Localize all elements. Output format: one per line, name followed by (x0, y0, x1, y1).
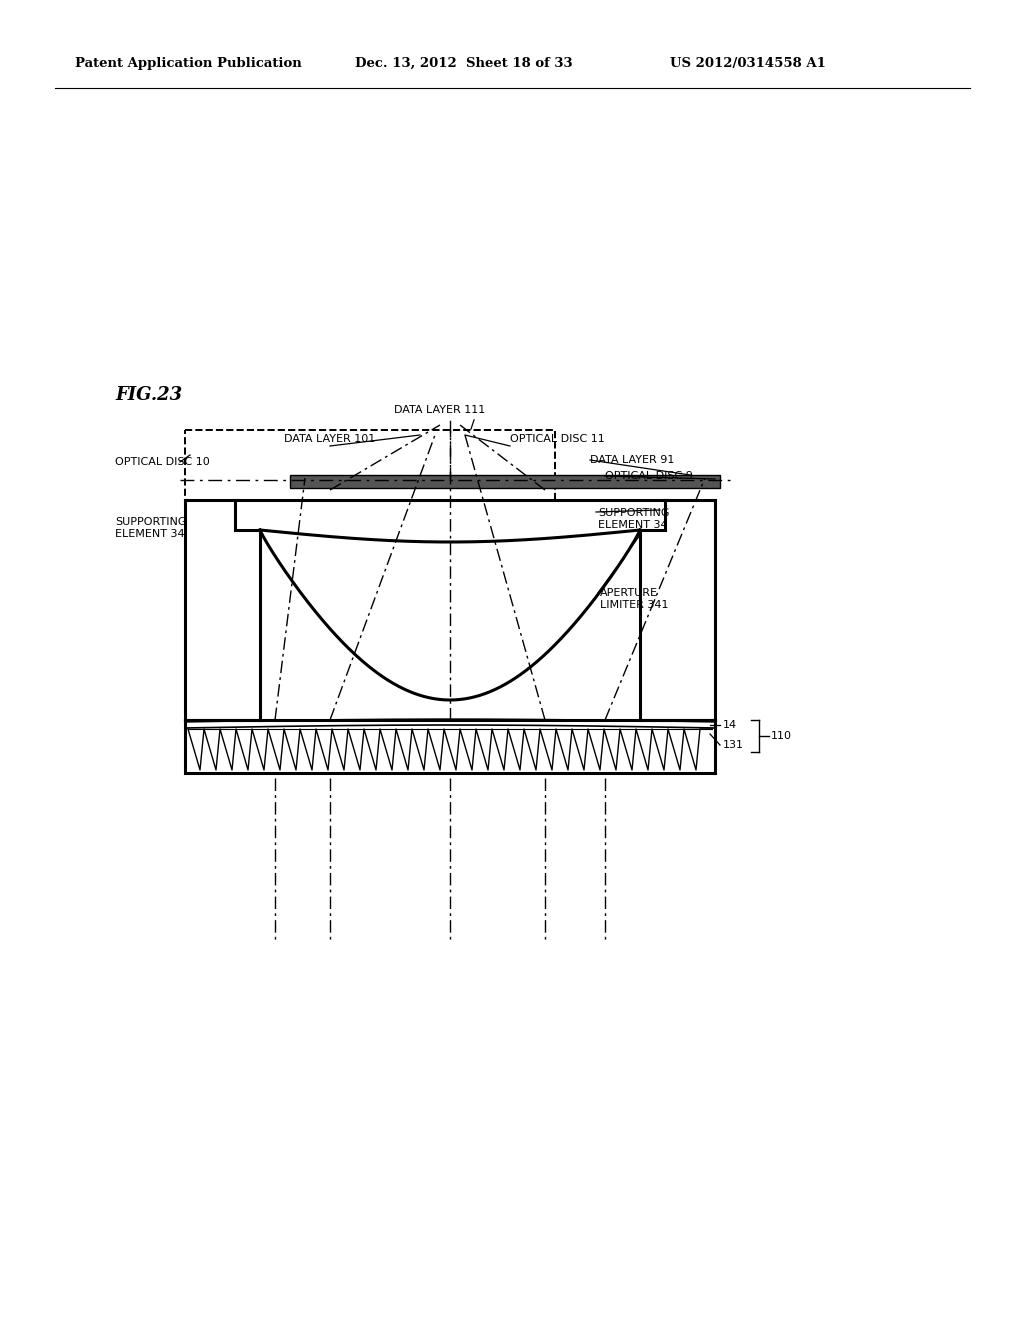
Text: Dec. 13, 2012  Sheet 18 of 33: Dec. 13, 2012 Sheet 18 of 33 (355, 57, 572, 70)
Text: SUPPORTING
ELEMENT 34: SUPPORTING ELEMENT 34 (115, 517, 186, 540)
Text: FIG.23: FIG.23 (115, 385, 182, 404)
Text: OPTICAL DISC 10: OPTICAL DISC 10 (115, 457, 210, 467)
Text: OPTICAL DISC 9: OPTICAL DISC 9 (605, 471, 693, 480)
Text: DATA LAYER 91: DATA LAYER 91 (590, 455, 675, 465)
Text: APERTURE
LIMITER 341: APERTURE LIMITER 341 (600, 587, 669, 610)
Text: DATA LAYER 111: DATA LAYER 111 (394, 405, 485, 414)
Text: US 2012/0314558 A1: US 2012/0314558 A1 (670, 57, 826, 70)
Text: 110: 110 (771, 731, 792, 741)
Text: Patent Application Publication: Patent Application Publication (75, 57, 302, 70)
Text: 14: 14 (723, 719, 737, 730)
Text: SUPPORTING
ELEMENT 34: SUPPORTING ELEMENT 34 (598, 508, 670, 531)
Text: OPTICAL DISC 11: OPTICAL DISC 11 (510, 434, 605, 444)
Text: DATA LAYER 101: DATA LAYER 101 (285, 434, 376, 444)
Polygon shape (290, 475, 720, 488)
Text: 131: 131 (723, 741, 744, 750)
